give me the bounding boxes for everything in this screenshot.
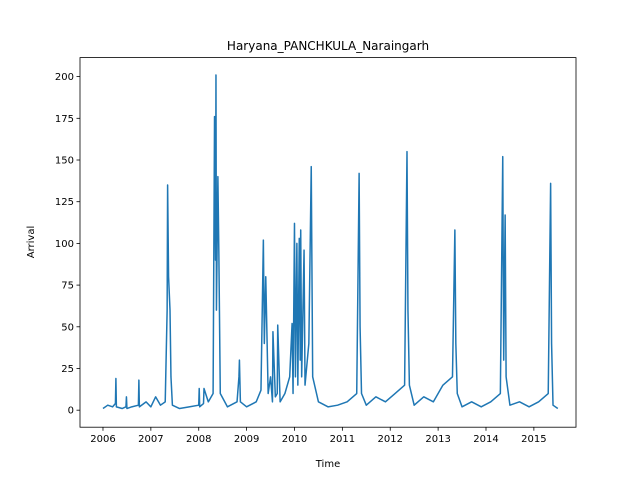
x-tick-label: 2009 (234, 434, 259, 445)
x-tick-label: 2011 (330, 434, 355, 445)
x-tick-label: 2013 (425, 434, 450, 445)
y-tick-label: 25 (61, 364, 74, 375)
y-tick-label: 75 (61, 281, 74, 292)
x-axis-label: Time (315, 459, 340, 470)
data-line (102, 74, 559, 410)
axes-frame (79, 57, 577, 428)
y-tick-label: 150 (55, 156, 74, 167)
x-tick-label: 2007 (138, 434, 163, 445)
y-axis-label: Arrival (26, 226, 37, 259)
x-tick-label: 2014 (473, 434, 498, 445)
y-tick-label: 0 (68, 406, 74, 417)
x-tick-label: 2010 (282, 434, 307, 445)
y-tick-label: 125 (55, 197, 74, 208)
y-tick-label: 50 (61, 322, 74, 333)
y-tick-label: 100 (55, 239, 74, 250)
x-tick-label: 2012 (378, 434, 403, 445)
chart-title: Haryana_PANCHKULA_Naraingarh (227, 39, 429, 53)
y-tick-label: 200 (55, 72, 74, 83)
x-tick-label: 2015 (521, 434, 546, 445)
y-tick-label: 175 (55, 114, 74, 125)
x-tick-label: 2008 (186, 434, 211, 445)
x-tick-label: 2006 (90, 434, 115, 445)
